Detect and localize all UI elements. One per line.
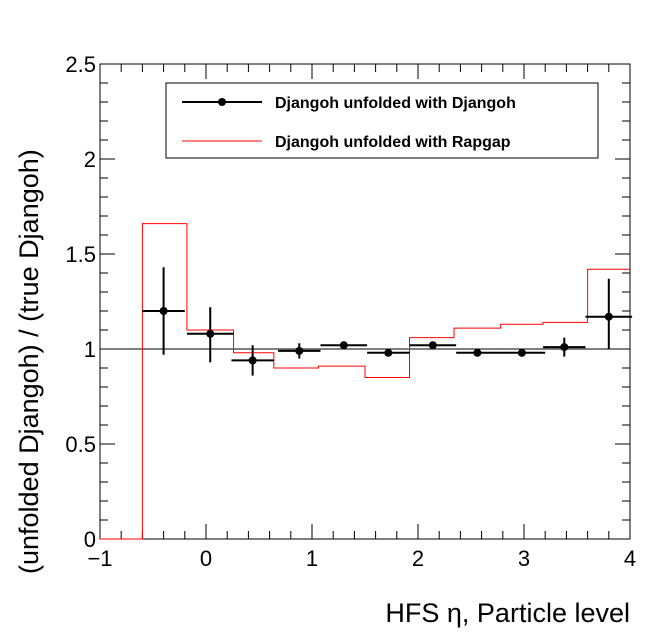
point-marker: [384, 348, 393, 357]
point-marker: [560, 343, 569, 352]
legend-label-rapgap: Djangoh unfolded with Rapgap: [275, 134, 511, 151]
y-tick-label: 0.5: [65, 432, 96, 457]
x-tick-label: 3: [518, 546, 530, 571]
x-tick-label: 1: [306, 546, 318, 571]
data-point: [142, 267, 185, 355]
y-tick-labels: 0 0.5 1 1.5 2 2.5: [65, 52, 96, 552]
y-tick-label: 1.5: [65, 242, 96, 267]
point-marker: [339, 341, 348, 350]
rapgap-step-line: [100, 223, 630, 540]
data-point: [409, 341, 457, 350]
legend-label-djangoh: Djangoh unfolded with Djangoh: [275, 95, 516, 112]
minor-ticks: [100, 64, 630, 539]
x-tick-label: 2: [412, 546, 424, 571]
legend-marker-djangoh: [218, 98, 226, 106]
point-marker: [248, 356, 257, 365]
y-tick-label: 0: [84, 527, 96, 552]
data-point: [278, 343, 321, 359]
data-point: [543, 337, 586, 357]
y-tick-label: 2: [84, 147, 96, 172]
point-marker: [517, 348, 526, 357]
legend-box: [165, 82, 599, 159]
data-point: [498, 348, 546, 357]
x-tick-labels: −1 0 1 2 3 4: [87, 546, 636, 571]
y-tick-label: 1: [84, 337, 96, 362]
data-point: [585, 278, 633, 349]
x-axis-title: HFS η, Particle level: [385, 598, 630, 628]
legend: Djangoh unfolded with Djangoh Djangoh un…: [165, 82, 599, 159]
y-axis-title: (unfolded Djangoh) / (true Djangoh): [14, 149, 44, 574]
point-marker: [206, 329, 215, 338]
y-tick-label: 2.5: [65, 52, 96, 77]
major-ticks: [99, 63, 631, 540]
data-point: [231, 345, 274, 376]
data-point: [367, 348, 410, 357]
data-point: [186, 307, 234, 363]
point-marker: [295, 346, 304, 355]
data-point: [320, 341, 368, 350]
series-rapgap-step: [100, 223, 630, 540]
point-marker: [428, 341, 437, 350]
x-tick-label: 0: [200, 546, 212, 571]
x-tick-label: −1: [87, 546, 112, 571]
x-tick-label: 4: [624, 546, 636, 571]
point-marker: [159, 307, 168, 315]
plot-frame: [99, 63, 631, 540]
point-marker: [473, 348, 482, 357]
point-marker: [604, 312, 613, 321]
series-djangoh-points: [142, 267, 633, 376]
data-point: [456, 348, 499, 357]
